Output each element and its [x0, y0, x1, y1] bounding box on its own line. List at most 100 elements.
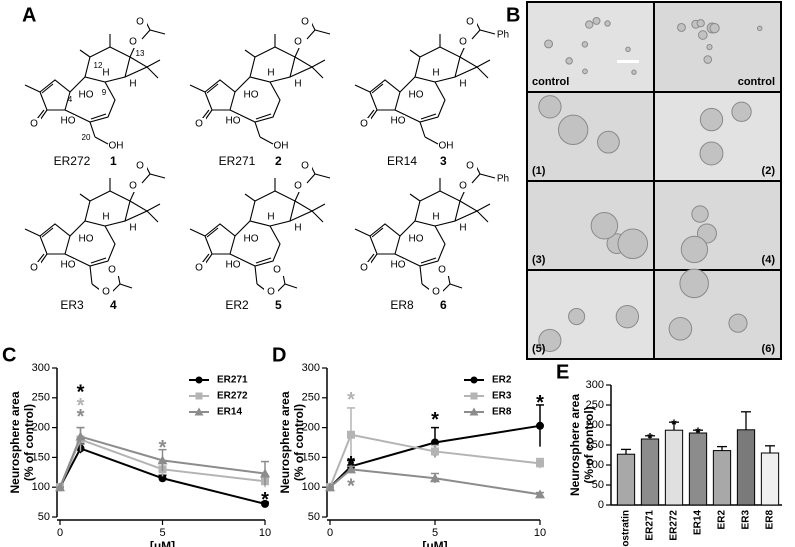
atom-bg: [79, 89, 93, 101]
y-axis-label: Neurosphere area: [568, 394, 582, 496]
sphere: [615, 304, 640, 329]
atom-bg: [291, 180, 305, 192]
marker: [536, 459, 544, 468]
sphere: [592, 16, 601, 25]
atom-label: H: [129, 79, 136, 90]
y-axis-label: (% of control): [582, 406, 596, 483]
atom-bg: [291, 222, 305, 234]
micrograph: control: [526, 1, 655, 93]
compound-number: 6: [440, 298, 447, 312]
sphere: [581, 41, 589, 48]
skeleton: [189, 21, 331, 145]
atom-bg: [133, 160, 147, 172]
marker: [470, 376, 478, 384]
significance-star: *: [647, 430, 653, 446]
atom-label: O: [267, 287, 275, 298]
sphere: [680, 235, 709, 264]
micrograph: (3): [526, 180, 655, 271]
skeleton: [24, 21, 166, 145]
compound-name: ER272: [54, 154, 91, 168]
x-tick-label: 5: [432, 527, 438, 539]
significance-star: *: [77, 406, 85, 428]
panel-letter: E: [556, 361, 569, 383]
compound-name: ER3: [60, 298, 84, 312]
series-line: [59, 447, 266, 505]
atom-bg: [99, 286, 113, 298]
atom-label: HO: [79, 234, 94, 245]
atom-bg: [496, 29, 510, 41]
marker: [535, 489, 545, 499]
sphere: [699, 141, 724, 166]
atom-label: O: [30, 119, 38, 130]
significance-star: *: [536, 392, 544, 414]
sphere: [585, 20, 594, 29]
x-tick-label: ER272: [669, 510, 680, 541]
sphere: [703, 55, 713, 64]
atom-label: O: [30, 263, 38, 274]
y-axis-label: Neurosphere area: [8, 391, 22, 493]
image-label: (4): [762, 254, 776, 266]
atom-label: H: [432, 68, 439, 79]
atom-label: O: [360, 263, 368, 274]
atom-label: HO: [244, 234, 259, 245]
atom-label: HO: [226, 116, 241, 127]
x-tick-label: ER8: [765, 510, 776, 530]
y-tick-label: 200: [32, 422, 50, 434]
atom-label: O: [438, 265, 446, 276]
atom-label: O: [273, 265, 281, 276]
atom-label: HO: [244, 90, 259, 101]
y-axis-label: Neurosphere area: [278, 391, 292, 493]
marker: [195, 392, 203, 400]
marker: [195, 376, 203, 384]
atom-label: OH: [109, 141, 124, 152]
atom-label: O: [466, 17, 474, 28]
significance-star: *: [77, 395, 85, 417]
atom-label: O: [294, 37, 302, 48]
compound-name: ER14: [387, 154, 417, 168]
atom-bg: [291, 78, 305, 90]
sphere: [756, 25, 763, 32]
atom-label: O: [136, 17, 144, 28]
compound-name: ER8: [390, 298, 414, 312]
atom-bg: [270, 264, 284, 276]
locant: 4: [68, 95, 73, 104]
y-tick-label: 100: [32, 481, 50, 493]
y-tick-label: 150: [302, 451, 320, 463]
atom-bg: [291, 36, 305, 48]
x-tick-label: 10: [259, 527, 271, 539]
atom-label: O: [136, 161, 144, 172]
sphere: [699, 107, 724, 132]
sphere: [631, 69, 637, 75]
sphere: [538, 328, 562, 353]
micrographs: control control (1) (2) (3) (4) (5) (6): [526, 1, 782, 360]
sphere: [697, 30, 708, 40]
atom-bg: [456, 222, 470, 234]
atom-bg: [133, 16, 147, 28]
atom-bg: [79, 233, 93, 245]
significance-star: *: [77, 381, 85, 403]
atom-bg: [126, 222, 140, 234]
x-tick-label: 0: [327, 527, 333, 539]
panel-letter: C: [2, 344, 16, 366]
marker: [347, 430, 355, 439]
atom-bg: [274, 140, 288, 152]
atom-label: O: [129, 181, 137, 192]
atom-bg: [463, 160, 477, 172]
atom-bg: [391, 115, 405, 127]
atom-label: HO: [61, 260, 76, 271]
y-tick-label: 300: [32, 362, 50, 374]
atom-label: HO: [79, 90, 94, 101]
micrograph: (1): [526, 91, 655, 182]
y-tick-label: 150: [32, 451, 50, 463]
locant: 20: [82, 133, 91, 142]
atom-bg: [298, 16, 312, 28]
x-tick-label: ER2: [717, 510, 728, 530]
y-tick-label: 200: [302, 422, 320, 434]
sphere: [590, 211, 619, 240]
atom-bg: [435, 264, 449, 276]
